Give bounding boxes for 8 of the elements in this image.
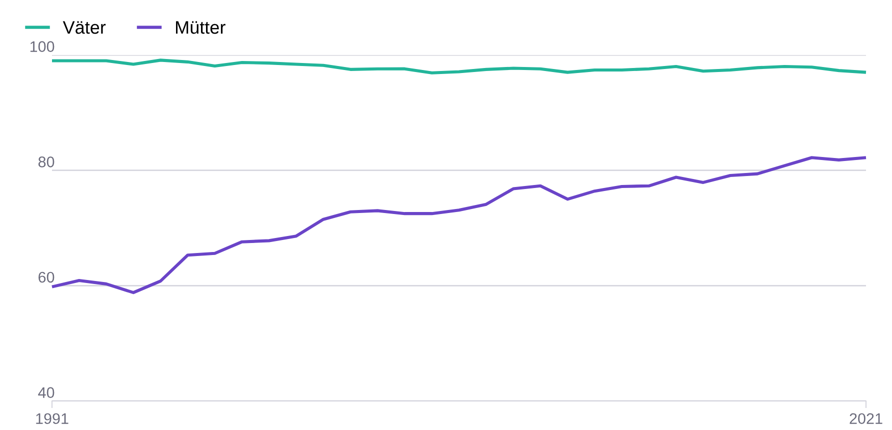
legend-label: Mütter bbox=[176, 21, 226, 34]
y-tick-label: 60 bbox=[38, 272, 54, 283]
legend-label: Väter bbox=[62, 21, 106, 34]
y-tick-label: 100 bbox=[30, 41, 54, 52]
x-tick-label: 1991 bbox=[36, 413, 68, 424]
x-tick-label: 2021 bbox=[850, 413, 882, 424]
y-tick-label: 40 bbox=[38, 387, 54, 398]
y-tick-label: 80 bbox=[38, 156, 54, 168]
